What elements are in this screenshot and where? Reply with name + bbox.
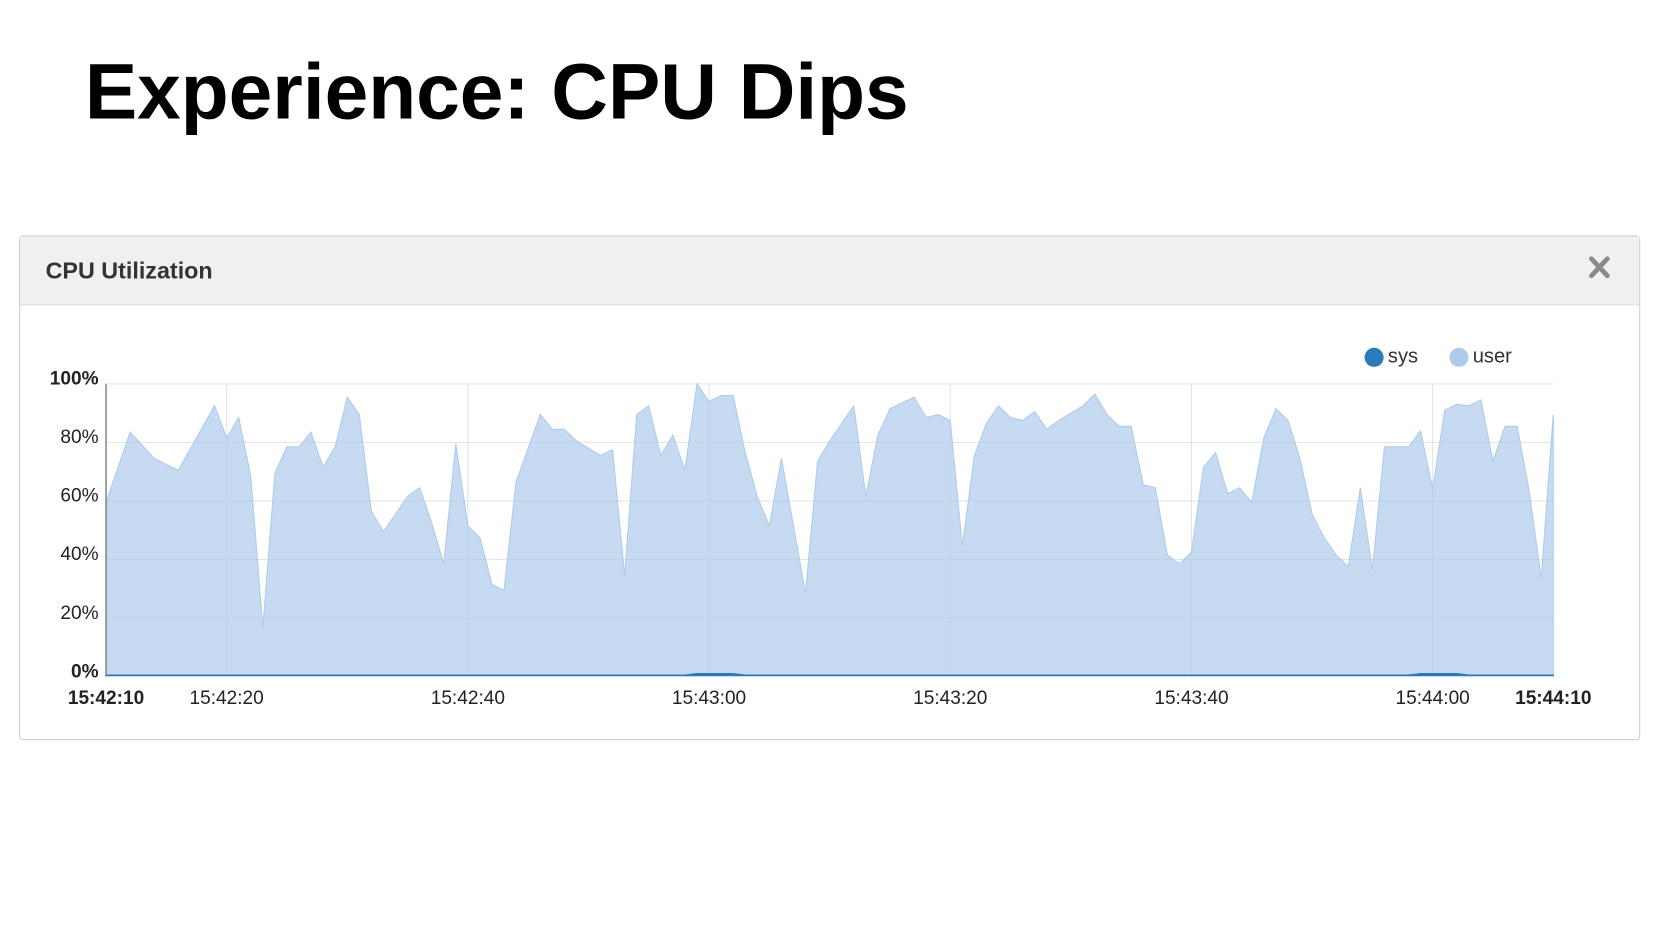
x-tick-label: 15:43:20 xyxy=(913,688,987,709)
legend-label: user xyxy=(1473,346,1512,368)
panel-title: CPU Utilization xyxy=(46,258,213,284)
x-tick-label: 15:44:00 xyxy=(1396,688,1470,709)
y-tick-label: 0% xyxy=(71,661,99,682)
y-tick-label: 60% xyxy=(60,486,98,507)
x-tick-label: 15:43:40 xyxy=(1154,688,1228,709)
legend-label: sys xyxy=(1388,346,1418,368)
y-tick-label: 40% xyxy=(60,544,98,565)
y-tick-label: 80% xyxy=(60,427,98,448)
legend-marker xyxy=(1364,347,1384,367)
x-tick-label: 15:44:10 xyxy=(1515,688,1591,709)
close-button[interactable] xyxy=(1589,256,1610,279)
plot: 0% 20% 40% 60% 80% 100% 15:42:10 15:42:20 15:42:… xyxy=(50,346,1592,709)
y-tick-label: 100% xyxy=(50,369,99,390)
y-tick-label: 20% xyxy=(60,603,98,624)
x-tick-label: 15:43:00 xyxy=(672,688,746,709)
x-tick-label: 15:42:20 xyxy=(189,688,263,709)
slide-title: Experience: CPU Dips xyxy=(85,47,909,135)
x-tick-label: 15:42:40 xyxy=(431,688,505,709)
legend-marker xyxy=(1449,347,1469,367)
x-tick-label: 15:42:10 xyxy=(68,688,144,709)
panel-header xyxy=(20,236,1640,305)
